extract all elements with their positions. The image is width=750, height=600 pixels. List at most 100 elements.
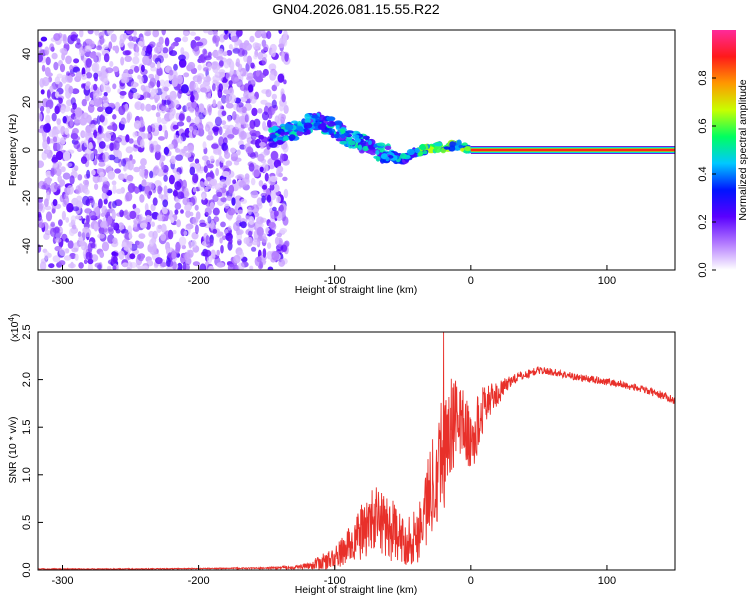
spectrogram-noise-blob xyxy=(119,209,124,218)
spectrogram-noise-blob xyxy=(53,183,61,190)
spectrogram-noise-blob xyxy=(174,37,182,43)
spectrogram-noise-blob xyxy=(221,235,227,241)
spectrogram-noise-blob xyxy=(235,174,243,180)
spectrogram-noise-blob xyxy=(238,180,247,188)
spectrogram-noise-blob xyxy=(45,114,51,124)
snr-y-scale-prefix: (x10 xyxy=(9,321,21,342)
spectrogram-noise-blob xyxy=(102,220,108,229)
spectrogram-noise-blob xyxy=(265,89,272,98)
spectrogram-noise-blob xyxy=(93,98,101,107)
spectrogram-noise-blob xyxy=(125,134,130,143)
spectrogram-noise-blob xyxy=(45,211,53,222)
spectrogram-noise-blob xyxy=(190,94,195,103)
spectrogram-noise-blob xyxy=(158,136,165,141)
spectrogram-noise-blob xyxy=(238,127,245,138)
spectrogram-noise-blob xyxy=(270,175,278,183)
spectrogram-noise-blob xyxy=(253,54,258,60)
spectrogram-noise-blob xyxy=(278,30,283,34)
spectrogram-noise-blob xyxy=(230,147,236,153)
spectrogram-track-blob xyxy=(328,128,333,134)
spectrogram-noise-blob xyxy=(164,37,170,47)
spectrogram-noise-blob xyxy=(38,53,44,63)
spectrogram-noise-blob xyxy=(70,133,79,140)
spectrogram-noise-blob xyxy=(172,261,177,270)
spectrogram-noise-blob xyxy=(112,265,117,270)
spectrogram-noise-blob xyxy=(183,72,190,78)
spectrogram-noise-blob xyxy=(44,230,52,236)
spectrogram-noise-blob xyxy=(126,174,134,182)
spectrogram-noise-blob xyxy=(227,225,232,231)
spectrogram-noise-blob xyxy=(85,251,92,261)
spectrogram-noise-blob xyxy=(199,54,206,63)
spectrogram-noise-blob xyxy=(236,229,243,235)
spectrogram-noise-blob xyxy=(133,120,142,130)
spectrogram-noise-blob xyxy=(234,77,240,82)
spectrogram-noise-blob xyxy=(209,238,214,247)
spectrogram-track-blob xyxy=(388,155,394,159)
y-tick-label: 20 xyxy=(21,96,33,108)
spectrogram-noise-blob xyxy=(261,57,267,66)
spectrogram-noise-blob xyxy=(183,230,188,236)
spectrogram-noise-blob xyxy=(101,69,107,80)
spectrogram-noise-blob xyxy=(187,61,196,70)
spectrogram-noise-blob xyxy=(271,47,276,58)
spectrogram-noise-blob xyxy=(163,146,170,156)
spectrogram-noise-blob xyxy=(71,224,77,230)
x-tick-label: 100 xyxy=(598,575,616,587)
spectrogram-noise-blob xyxy=(136,254,142,260)
spectrogram-noise-blob xyxy=(228,87,234,96)
spectrogram-noise-blob xyxy=(258,134,265,140)
spectrogram-noise-blob xyxy=(238,63,243,73)
spectrogram-noise-blob xyxy=(97,106,104,113)
spectrogram-noise-blob xyxy=(235,199,241,208)
spectrogram-noise-blob xyxy=(41,184,47,190)
spectrogram-noise-blob xyxy=(190,31,196,36)
spectrogram-noise-blob xyxy=(228,184,235,194)
spectrogram-noise-blob xyxy=(209,202,215,210)
spectrogram-noise-blob xyxy=(185,209,191,218)
spectrogram-noise-blob xyxy=(262,68,269,77)
spectrogram-noise-blob xyxy=(62,105,71,112)
spectrogram-noise-blob xyxy=(217,231,224,237)
spectrogram-noise-blob xyxy=(93,223,99,232)
spectrogram-noise-blob xyxy=(262,53,268,59)
spectrogram-noise-blob xyxy=(81,83,86,89)
spectrogram-noise-blob xyxy=(216,191,223,197)
colorbar-tick-label: 0.2 xyxy=(697,214,709,229)
spectrogram-noise-blob xyxy=(107,30,113,36)
spectrogram-noise-blob xyxy=(283,79,287,85)
spectrogram-noise-blob xyxy=(40,89,45,95)
spectrogram-noise-blob xyxy=(51,112,57,122)
spectrogram-noise-blob xyxy=(202,109,209,116)
spectrogram-noise-blob xyxy=(225,176,232,186)
spectrogram-noise-blob xyxy=(103,53,110,63)
spectrogram-noise-blob xyxy=(194,204,199,211)
spectrogram-noise-blob xyxy=(53,61,59,71)
spectrogram-noise-blob xyxy=(204,249,212,257)
spectrogram-noise-blob xyxy=(55,91,60,99)
spectrogram-noise-blob xyxy=(78,262,84,269)
spectrogram-noise-blob xyxy=(233,221,240,232)
spectrogram-noise-blob xyxy=(144,31,151,37)
spectrogram-noise-blob xyxy=(133,82,137,88)
spectrogram-noise-blob xyxy=(119,90,127,96)
spectrogram-noise-blob xyxy=(73,58,80,64)
spectrogram-noise-blob xyxy=(198,181,205,191)
spectrogram-noise-blob xyxy=(176,219,182,228)
spectrogram-noise-blob xyxy=(123,32,127,40)
spectrogram-noise-blob xyxy=(189,211,194,217)
spectrogram-noise-blob xyxy=(190,125,198,131)
spectrogram-noise-blob xyxy=(66,202,74,213)
spectrogram-noise-blob xyxy=(107,125,114,130)
spectrogram-noise-blob xyxy=(269,190,277,201)
spectrogram-noise-blob xyxy=(214,217,220,223)
spectrogram-noise-blob xyxy=(103,77,109,85)
spectrogram-noise-blob xyxy=(100,227,108,233)
spectrogram-noise-blob xyxy=(72,66,81,73)
spectrogram-noise-blob xyxy=(153,165,160,175)
spectrogram-noise-blob xyxy=(150,250,158,255)
spectrogram-noise-blob xyxy=(107,226,114,232)
spectrogram-noise-blob xyxy=(38,213,43,221)
x-tick-label: -200 xyxy=(188,575,210,587)
